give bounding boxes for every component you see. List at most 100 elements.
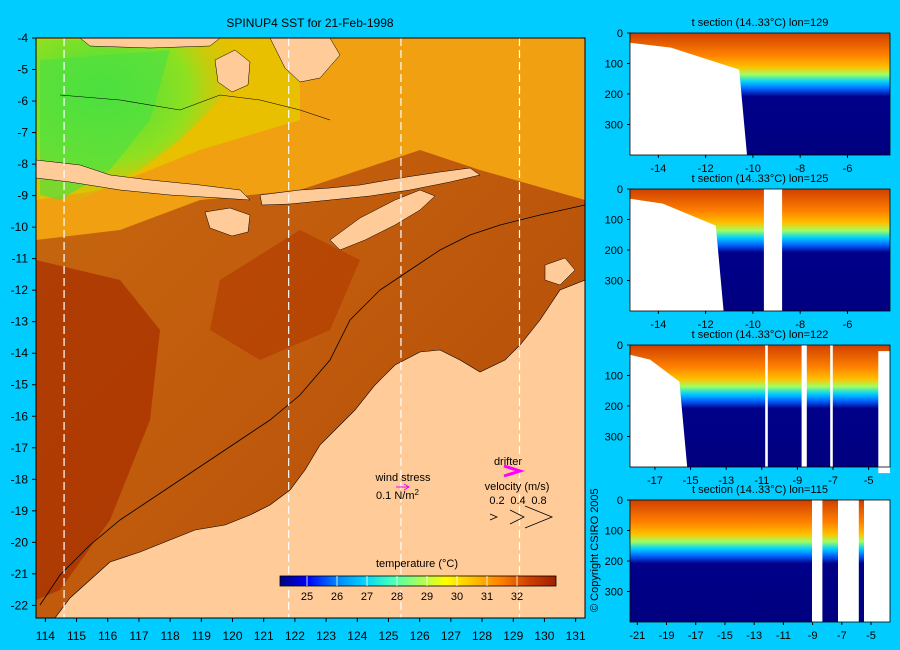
map-x-tick-label: 126 <box>410 629 430 643</box>
section-x-tick-label: -12 <box>698 319 714 331</box>
section-y-tick-label: 300 <box>605 432 623 444</box>
velocity-value-2: 0.4 <box>510 495 525 507</box>
land-north-islands <box>269 38 341 83</box>
section-title: t section (14..33°C) lon=125 <box>692 173 829 185</box>
section-panel-4: t section (14..33°C) lon=115 -21 -19 -17 -15… <box>605 484 891 642</box>
section-x-tick-label: -14 <box>650 163 666 175</box>
sst-map <box>36 38 585 618</box>
section-y-tick-label: 300 <box>605 587 623 599</box>
section-x-tick-label: -21 <box>629 630 645 642</box>
section-title: t section (14..33°C) lon=122 <box>692 329 829 341</box>
colorbar-tick-label: 31 <box>481 591 493 603</box>
section-y-tick-label: 200 <box>605 245 623 257</box>
map-x-tick-label: 118 <box>161 629 180 643</box>
map-y-tick-label: -4 <box>17 31 28 45</box>
section-x-tick-label: -13 <box>718 475 734 487</box>
map-y-tick-label: -17 <box>11 441 29 455</box>
section-lines <box>63 38 521 618</box>
north-contour <box>59 94 331 121</box>
map-y-tick-label: -14 <box>11 346 29 360</box>
colorbar-tick-label: 27 <box>361 591 373 603</box>
section-land <box>630 42 747 156</box>
map-y-tick-label: -19 <box>11 504 29 518</box>
section-y-tick-label: 100 <box>605 215 623 227</box>
map-y-tick-label: -7 <box>17 126 28 140</box>
section-x-tick-label: -10 <box>745 319 761 331</box>
velocity-arrow-2 <box>509 509 525 525</box>
section-y-tick-label: 0 <box>617 340 623 352</box>
section-x-tick-label: -5 <box>866 630 876 642</box>
map-x-axis: 114 115 116 117 118 119 120 121 122 123 124 125 126 1… <box>36 618 586 643</box>
section-gap <box>838 500 859 622</box>
section-y-tick-label: 200 <box>605 556 623 568</box>
land-australia <box>54 279 585 618</box>
map-y-tick-label: -9 <box>17 189 28 203</box>
map-x-tick-label: 129 <box>503 629 523 643</box>
colorbar-tick-label: 30 <box>451 591 463 603</box>
sea-green-core <box>40 50 170 200</box>
section-y-tick-label: 100 <box>605 371 623 383</box>
section-x-tick-label: -14 <box>650 319 666 331</box>
map-y-tick-label: -8 <box>17 157 28 171</box>
land-sumba <box>204 207 251 237</box>
map-y-tick-label: -16 <box>11 409 29 423</box>
map-y-tick-label: -12 <box>11 283 29 297</box>
velocity-arrow-3 <box>524 505 554 529</box>
section-x-tick-label: -15 <box>683 475 699 487</box>
section-x-tick-label: -7 <box>837 630 847 642</box>
map-y-tick-label: -10 <box>11 220 29 234</box>
section-gap <box>763 189 783 311</box>
map-y-tick-label: -22 <box>11 598 29 612</box>
map-x-tick-label: 123 <box>316 629 336 643</box>
map-y-axis: -4 -5 -6 -7 -8 -9 -10 -11 -12 -13 -14 -15 -16 -17 -18 -… <box>11 31 36 612</box>
section-x-tick-label: -9 <box>793 475 803 487</box>
section-panels: t section (14..33°C) lon=129 -14 -12 -10 -8 -… <box>605 17 891 642</box>
section-x-tick-label: -19 <box>659 630 675 642</box>
map-x-tick-label: 131 <box>566 629 586 643</box>
section-gap <box>812 500 823 622</box>
sea-red-west <box>36 260 160 600</box>
section-gap <box>864 500 890 622</box>
section-x-tick-label: -11 <box>754 475 769 487</box>
section-x-tick-label: -6 <box>843 163 853 175</box>
map-title: SPINUP4 SST for 21-Feb-1998 <box>226 16 394 30</box>
section-gap <box>765 345 768 467</box>
velocity-value-1: 0.2 <box>489 495 504 507</box>
map-x-tick-label: 116 <box>98 629 117 643</box>
map-x-tick-label: 117 <box>129 629 148 643</box>
section-x-tick-label: -12 <box>698 163 714 175</box>
wind-stress-label: wind stress <box>374 472 431 484</box>
colorbar-ticks: 25 26 27 28 29 30 31 32 <box>301 576 523 603</box>
map-x-tick-label: 119 <box>192 629 211 643</box>
map-frame <box>35 37 586 619</box>
section-x-tick-label: -17 <box>647 475 663 487</box>
section-land <box>630 354 688 467</box>
section-x-tick-label: -13 <box>746 630 762 642</box>
map-y-tick-label: -15 <box>11 378 29 392</box>
wind-stress-value: 0.1 N/m2 <box>376 488 420 502</box>
colorbar-tick-label: 25 <box>301 591 313 603</box>
land-sulawesi-south <box>214 49 251 93</box>
section-y-tick-label: 300 <box>605 120 623 132</box>
colorbar-tick-label: 26 <box>331 591 343 603</box>
section-panel-2: t section (14..33°C) lon=125 -14 -12 -10 -8 -… <box>605 173 891 331</box>
colorbar-tick-label: 29 <box>421 591 433 603</box>
map-x-tick-label: 114 <box>36 629 55 643</box>
land-timor <box>329 189 436 251</box>
section-y-tick-label: 0 <box>617 28 623 40</box>
map-y-tick-label: -21 <box>11 567 29 581</box>
section-gap <box>801 345 807 467</box>
colorbar: temperature (°C) 25 26 27 28 29 30 31 32 <box>279 558 557 603</box>
section-y-tick-label: 200 <box>605 401 623 413</box>
map-x-tick-label: 121 <box>254 629 274 643</box>
section-gap <box>830 345 833 467</box>
section-x-tick-label: -7 <box>828 475 838 487</box>
map-x-tick-label: 115 <box>67 629 86 643</box>
drifter-label: drifter <box>494 456 522 468</box>
section-title: t section (14..33°C) lon=129 <box>692 17 829 29</box>
colorbar-title: temperature (°C) <box>376 558 458 570</box>
map-y-tick-label: -18 <box>11 472 29 486</box>
map-x-tick-label: 128 <box>472 629 492 643</box>
section-title: t section (14..33°C) lon=115 <box>692 484 828 496</box>
